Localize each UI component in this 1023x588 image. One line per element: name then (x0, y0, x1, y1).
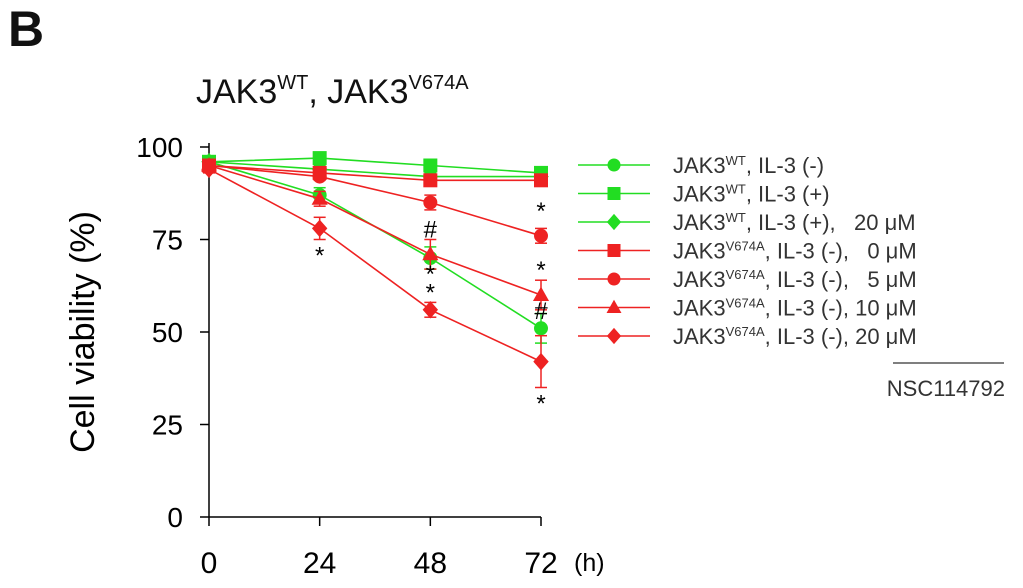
title-part-1-sup: WT (277, 72, 309, 94)
significance-mark: * (315, 242, 324, 269)
data-point (533, 352, 549, 371)
series-line (208, 164, 542, 237)
axes: 0 25 50 75 100 0 24 48 72 (h) Cell viability (%) (64, 132, 605, 580)
x-tick-label: 24 (303, 547, 336, 580)
significance-mark: * (536, 198, 545, 225)
y-tick-label: 0 (167, 502, 183, 533)
series-line (208, 164, 542, 296)
series-line (208, 164, 541, 182)
legend-item-4: JAK3V674A, IL-3 (-), 0 μM (578, 239, 917, 264)
series-layer (200, 151, 550, 389)
legend-marker (607, 272, 621, 286)
data-point (423, 195, 438, 210)
legend-item-3: JAK3WT, IL-3 (+), 20 μM (578, 210, 916, 235)
x-unit-label: (h) (574, 549, 605, 577)
legend-item-5: JAK3V674A, IL-3 (-), 5 μM (578, 267, 917, 292)
legend-item-2: JAK3WT, IL-3 (+) (578, 182, 830, 207)
data-point (311, 190, 328, 205)
y-tick-label: 50 (152, 317, 183, 348)
legend-marker (606, 327, 622, 345)
title-part-1: JAK3 (196, 73, 278, 111)
legend-label: JAK3V674A, IL-3 (-), 20 μM (673, 324, 917, 349)
legend-marker (606, 299, 622, 314)
data-point (312, 151, 327, 166)
data-point (422, 245, 439, 261)
data-point (423, 158, 438, 173)
data-point (423, 173, 438, 188)
legend-marker (607, 158, 621, 172)
legend-label: JAK3V674A, IL-3 (-), 0 μM (673, 239, 917, 264)
y-tick-label: 75 (152, 225, 183, 256)
annotations: *#****#* (315, 198, 548, 417)
data-point (422, 301, 439, 319)
chart-title: JAK3WT, JAK3V674A (196, 72, 469, 112)
series-line (208, 157, 542, 174)
significance-mark: * (536, 257, 545, 284)
data-point (534, 228, 548, 243)
data-point (534, 321, 548, 336)
legend-marker (607, 187, 621, 200)
significance-mark: * (426, 261, 435, 288)
legend-label: JAK3WT, IL-3 (+), 20 μM (673, 210, 916, 235)
x-tick-label: 48 (414, 547, 447, 580)
series-line (208, 161, 541, 178)
data-point (312, 169, 327, 184)
significance-mark: * (426, 279, 435, 306)
legend-label: JAK3WT, IL-3 (+) (673, 182, 830, 207)
y-tick-label: 100 (136, 132, 183, 163)
x-tick-label: 0 (201, 547, 218, 580)
y-tick-label: 25 (152, 410, 183, 441)
legend-item-6: JAK3V674A, IL-3 (-), 10 μM (578, 296, 917, 321)
data-point (534, 173, 548, 188)
data-point (532, 286, 550, 301)
title-part-2: , JAK3 (308, 73, 409, 111)
significance-mark: # (534, 298, 548, 325)
significance-mark: * (536, 390, 545, 417)
legend-label: JAK3WT, IL-3 (-) (673, 153, 824, 178)
legend-label: JAK3V674A, IL-3 (-), 5 μM (673, 267, 917, 292)
panel-label: B (8, 1, 45, 57)
y-axis-label: Cell viability (%) (64, 211, 102, 453)
significance-mark: # (424, 216, 438, 243)
data-point (311, 219, 328, 238)
data-point (201, 160, 217, 178)
series-1 (202, 154, 548, 344)
legend-item-1: JAK3WT, IL-3 (-) (578, 153, 824, 178)
legend-item-7: JAK3V674A, IL-3 (-), 20 μM (578, 324, 917, 349)
legend-group-label: NSC114792 (887, 376, 1005, 401)
series-5 (202, 158, 548, 244)
title-part-2-sup: V674A (408, 72, 469, 94)
legend: JAK3WT, IL-3 (-) JAK3WT, IL-3 (+) JAK3WT, … (578, 153, 1005, 401)
x-tick-label: 72 (524, 547, 557, 580)
series-line (208, 168, 542, 363)
series-line (208, 161, 542, 329)
legend-label: JAK3V674A, IL-3 (-), 10 μM (673, 296, 917, 321)
legend-marker (607, 244, 621, 257)
series-7 (201, 160, 549, 389)
legend-marker (606, 213, 622, 231)
